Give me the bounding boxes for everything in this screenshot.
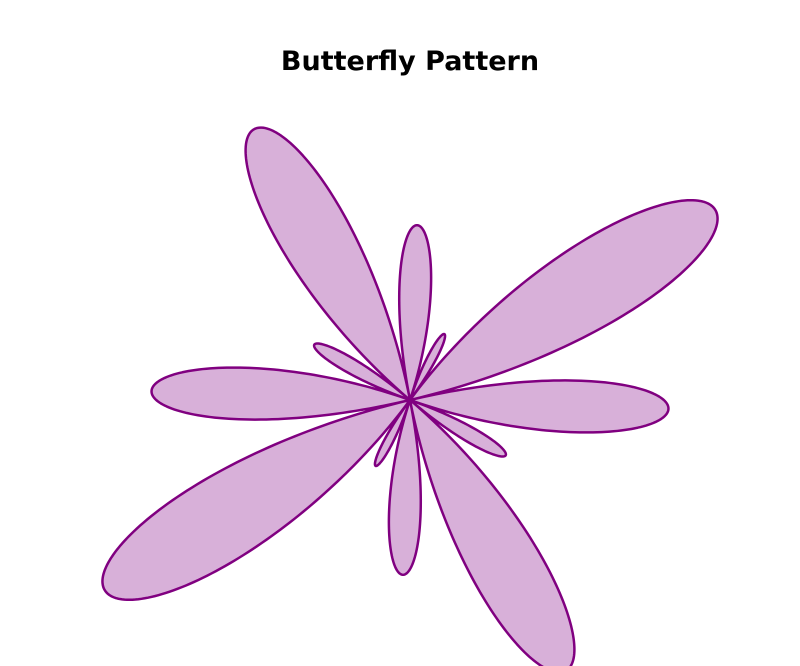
butterfly-outline-line [101,126,719,666]
chart-title: Butterfly Pattern [280,46,540,77]
